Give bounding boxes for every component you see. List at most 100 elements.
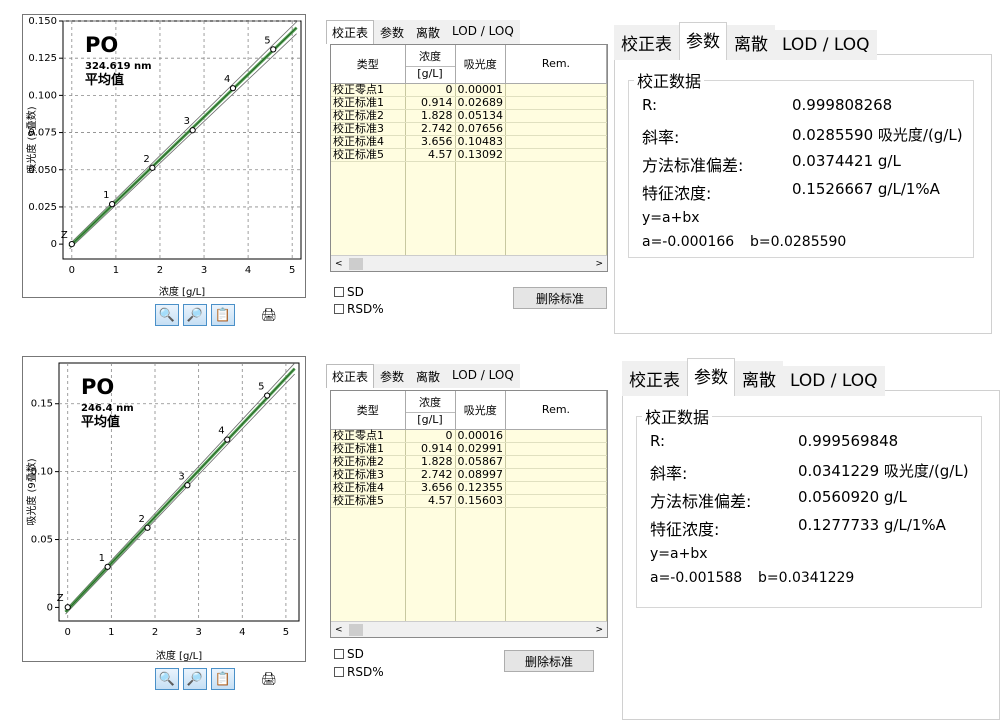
concentration-unit: [g/L] (405, 411, 455, 426)
row-concentration: 4.57 (405, 494, 456, 508)
scroll-left-icon[interactable]: < (335, 624, 343, 635)
row-remark (505, 83, 607, 97)
rsd-checkbox-box[interactable] (334, 667, 344, 677)
print-button[interactable]: 🖨 (257, 304, 281, 326)
tab-lod-loq[interactable]: LOD / LOQ (446, 364, 520, 388)
table-row[interactable]: 校正标准5 4.57 0.13092 (331, 148, 607, 162)
horizontal-scrollbar[interactable]: < > (331, 621, 607, 637)
rsd-checkbox[interactable]: RSD% (334, 302, 384, 316)
y-tick-label: 0.075 (28, 128, 57, 139)
sd-checkbox-box[interactable] (334, 287, 344, 297)
calibration-table: 类型 浓度 [g/L] 吸光度 Rem. 校正零点1 0 0.00016 校正标准1 0.914 0… (330, 390, 608, 638)
table-row[interactable]: 校正标准4 3.656 0.12355 (331, 481, 607, 495)
export-button[interactable]: 📋 (211, 304, 235, 326)
tab-dispersion[interactable]: 离散 (410, 20, 447, 44)
scroll-thumb[interactable] (348, 257, 363, 270)
export-button[interactable]: 📋 (211, 668, 235, 690)
row-absorbance: 0.07656 (455, 122, 506, 136)
header-concentration: 浓度 [g/L] (405, 45, 456, 84)
table-row[interactable]: 校正标准3 2.742 0.07656 (331, 122, 607, 136)
horizontal-scrollbar[interactable]: < > (331, 255, 607, 271)
zoom-in-button[interactable]: 🔍 (155, 668, 179, 690)
coefficient-a: a=-0.001588 (650, 570, 743, 586)
export-icon: 📋 (214, 307, 232, 323)
table-row[interactable]: 校正标准4 3.656 0.10483 (331, 135, 607, 149)
average-label: 平均值 (85, 73, 125, 88)
header-absorbance: 吸光度 (455, 391, 506, 430)
tab-dispersion[interactable]: 离散 (410, 364, 447, 388)
tab-parameters[interactable]: 参数 (374, 20, 411, 44)
regression-center-line (65, 368, 295, 613)
zoom-out-icon: 🔎 (186, 671, 204, 687)
tab-lod-loq[interactable]: LOD / LOQ (446, 20, 520, 44)
scroll-left-icon[interactable]: < (335, 258, 343, 269)
rtab-dispersion[interactable]: 离散 (727, 25, 775, 60)
scroll-right-icon[interactable]: > (595, 624, 603, 635)
table-empty-area (331, 507, 607, 621)
point-label: 4 (224, 74, 230, 85)
header-type: 类型 (331, 45, 406, 84)
rtab-dispersion[interactable]: 离散 (735, 361, 783, 396)
delete-standard-button[interactable]: 删除标准 (504, 650, 594, 672)
table-row[interactable]: 校正标准1 0.914 0.02689 (331, 96, 607, 110)
scroll-thumb[interactable] (348, 623, 363, 636)
equation-label: y=a+bx (642, 210, 700, 226)
table-row[interactable]: 校正标准1 0.914 0.02991 (331, 442, 607, 456)
table-row[interactable]: 校正标准5 4.57 0.15603 (331, 494, 607, 508)
row-concentration: 3.656 (405, 481, 456, 495)
row-type: 校正零点1 (331, 429, 406, 443)
data-point (149, 164, 156, 171)
rsd-checkbox-box[interactable] (334, 304, 344, 314)
rtab-lod-loq[interactable]: LOD / LOQ (783, 366, 885, 396)
characteristic-concentration-value: 0.1526667 g/L/1%A (792, 180, 940, 198)
sd-checkbox[interactable]: SD (334, 285, 364, 299)
empty-cell (331, 507, 406, 621)
zoom-out-button[interactable]: 🔎 (183, 668, 207, 690)
concentration-label: 浓度 (419, 49, 441, 63)
calibration-table: 类型 浓度 [g/L] 吸光度 Rem. 校正零点1 0 0.00001 校正标准1 0.914 0… (330, 44, 608, 272)
zoom-in-button[interactable]: 🔍 (155, 304, 179, 326)
rtab-calibration-table[interactable]: 校正表 (622, 361, 687, 396)
point-label: 3 (178, 471, 184, 482)
zoom-out-button[interactable]: 🔎 (183, 304, 207, 326)
y-tick-label: 0.100 (28, 90, 57, 101)
table-row[interactable]: 校正标准2 1.828 0.05134 (331, 109, 607, 123)
rsd-checkbox[interactable]: RSD% (334, 665, 384, 679)
delete-standard-button[interactable]: 删除标准 (513, 287, 607, 309)
wavelength-label: 246.4 nm (81, 403, 134, 414)
data-point (64, 604, 71, 611)
x-tick-label: 3 (201, 265, 207, 276)
chart-title: PO (85, 33, 119, 57)
zoom-out-icon: 🔎 (186, 307, 204, 323)
sd-checkbox[interactable]: SD (334, 647, 364, 661)
row-remark (505, 122, 607, 136)
table-row[interactable]: 校正标准2 1.828 0.05867 (331, 455, 607, 469)
print-button[interactable]: 🖨 (257, 668, 281, 690)
data-point (224, 436, 231, 443)
calibration-chart: 0 1 2 3 4 5 0 0.05 0.10 0.15 浓度 [g/L] 吸光度 (9叠数) Z 1 2 3… (22, 356, 306, 662)
confidence-band-line (69, 21, 297, 245)
tab-calibration-table[interactable]: 校正表 (326, 364, 375, 388)
rtab-parameters[interactable]: 参数 (687, 358, 735, 396)
chart-toolbar: 🔍 🔎 📋 🖨 (155, 304, 281, 326)
rtab-parameters[interactable]: 参数 (679, 22, 727, 60)
empty-cell (455, 161, 506, 255)
table-row[interactable]: 校正零点1 0 0.00016 (331, 429, 607, 443)
table-row[interactable]: 校正标准3 2.742 0.08997 (331, 468, 607, 482)
x-tick-label: 0 (69, 265, 75, 276)
header-concentration: 浓度 [g/L] (405, 391, 456, 430)
row-absorbance: 0.10483 (455, 135, 506, 149)
scroll-right-icon[interactable]: > (595, 258, 603, 269)
rtab-lod-loq[interactable]: LOD / LOQ (775, 30, 877, 60)
row-type: 校正标准4 (331, 481, 406, 495)
x-tick-label: 4 (239, 627, 245, 638)
table-row[interactable]: 校正零点1 0 0.00001 (331, 83, 607, 97)
tab-calibration-table[interactable]: 校正表 (326, 20, 375, 44)
sd-checkbox-box[interactable] (334, 649, 344, 659)
chart-title: PO (81, 375, 115, 399)
table-header-row: 类型 浓度 [g/L] 吸光度 Rem. (331, 391, 607, 430)
y-tick-label: 0.125 (28, 53, 57, 64)
tab-parameters[interactable]: 参数 (374, 364, 411, 388)
rtab-calibration-table[interactable]: 校正表 (614, 25, 679, 60)
zoom-in-icon: 🔍 (158, 307, 176, 323)
